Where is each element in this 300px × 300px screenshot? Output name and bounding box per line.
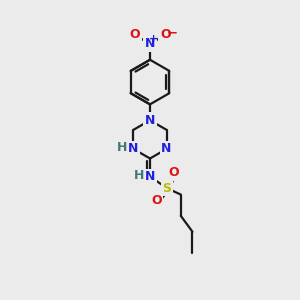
Text: N: N [161, 142, 172, 155]
Text: N: N [145, 37, 155, 50]
Text: N: N [145, 170, 155, 183]
Text: O: O [129, 28, 140, 41]
Text: N: N [145, 114, 155, 127]
Text: N: N [128, 142, 139, 155]
Text: H: H [117, 141, 128, 154]
Text: S: S [163, 182, 172, 195]
Text: H: H [134, 169, 144, 182]
Text: O: O [168, 167, 179, 179]
Text: −: − [167, 27, 178, 40]
Text: O: O [160, 28, 171, 41]
Text: O: O [151, 194, 162, 208]
Text: +: + [149, 34, 158, 44]
